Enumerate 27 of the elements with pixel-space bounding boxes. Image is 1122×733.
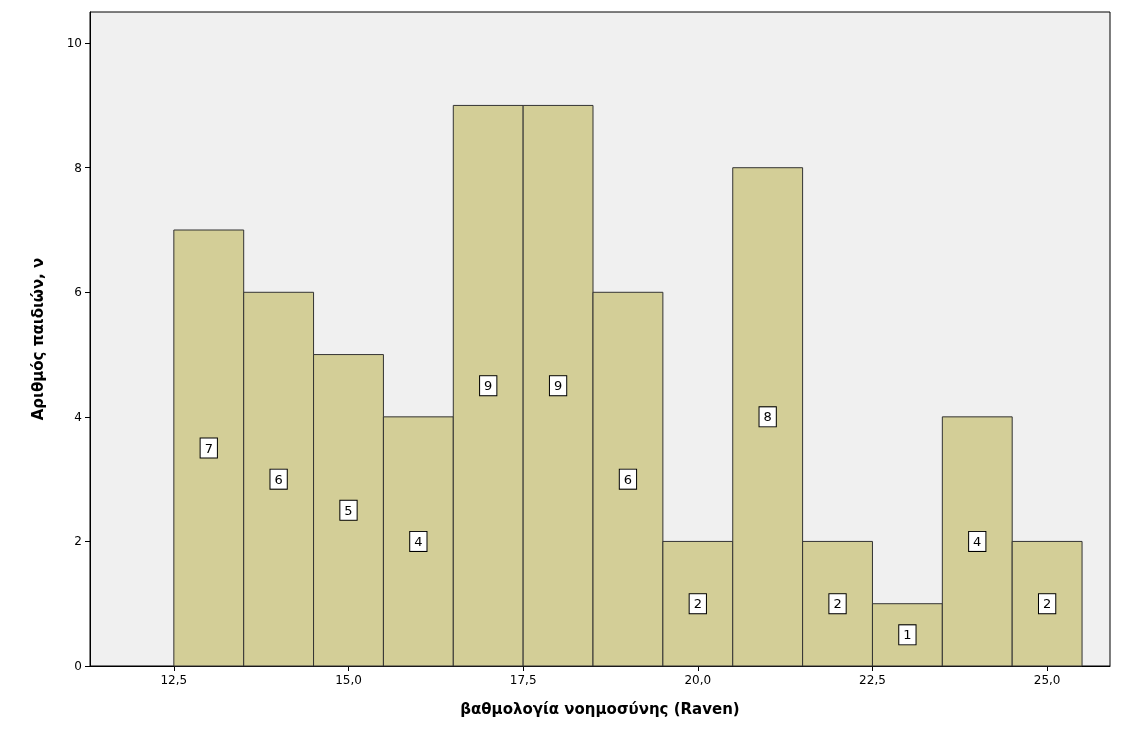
y-tick-label: 6	[74, 285, 82, 300]
data-label: 8	[763, 409, 772, 425]
x-tick-label: 17,5	[509, 673, 537, 687]
data-label: 7	[204, 440, 213, 456]
y-tick-label: 4	[74, 409, 82, 424]
x-tick-label: 20,0	[684, 673, 712, 687]
data-label: 2	[1042, 596, 1052, 612]
data-label: 6	[274, 471, 283, 487]
x-axis-title: βαθμολογία νοημοσύνης (Raven)	[460, 699, 740, 718]
y-tick-label: 2	[74, 534, 82, 549]
y-axis-title: Αριθμός παιδιών, ν	[28, 257, 47, 421]
y-tick-label: 8	[74, 160, 82, 175]
x-tick-label: 15,0	[335, 673, 362, 687]
data-label: 9	[484, 378, 493, 394]
data-label: 1	[903, 627, 912, 643]
data-label: 4	[973, 533, 982, 549]
x-tick-label: 12,5	[160, 673, 188, 687]
data-label: 4	[414, 533, 423, 549]
x-tick-label: 25,0	[1033, 673, 1061, 687]
x-tick-label: 22,5	[859, 673, 886, 687]
data-label: 2	[693, 596, 702, 612]
data-label: 6	[623, 471, 633, 487]
y-tick-label: 10	[66, 36, 82, 51]
data-label: 9	[553, 378, 563, 394]
data-label: 5	[344, 502, 353, 518]
data-label: 2	[833, 596, 842, 612]
y-tick-label: 0	[74, 659, 82, 673]
